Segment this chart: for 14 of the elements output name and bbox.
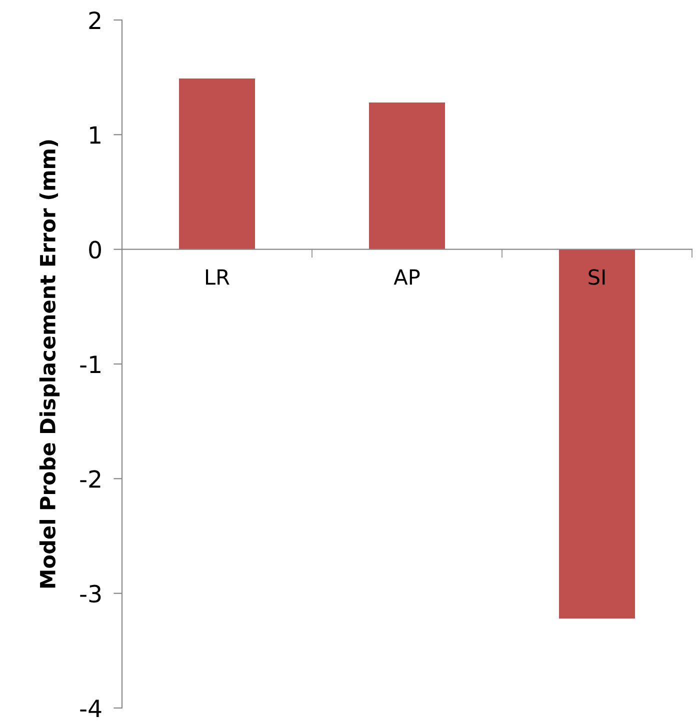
- y-tick-label: -3: [80, 584, 101, 603]
- y-tick-label: 1: [90, 126, 100, 144]
- x-tick-label: SI: [588, 269, 605, 285]
- y-tick-label: -1: [80, 356, 100, 373]
- y-tick-label: 2: [89, 11, 100, 29]
- bar: [369, 102, 445, 250]
- x-tick-label: LR: [206, 269, 230, 285]
- y-tick-label: -4: [80, 700, 102, 717]
- x-tick-label: AP: [394, 269, 420, 285]
- y-tick-label: 0: [89, 240, 101, 259]
- y-axis-title: Model Probe Displacement Error (mm): [39, 140, 60, 588]
- y-tick-label: -2: [80, 470, 100, 488]
- bar: [559, 249, 635, 619]
- bar: [179, 78, 255, 250]
